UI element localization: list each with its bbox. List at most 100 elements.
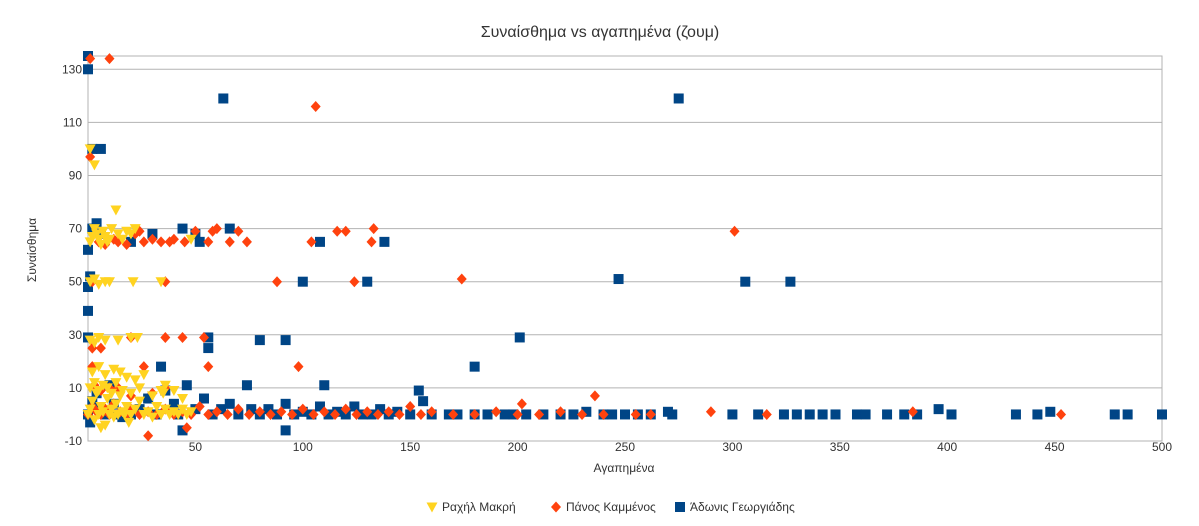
data-point (138, 370, 150, 381)
data-point (645, 408, 656, 420)
data-point (233, 403, 244, 415)
data-point (127, 277, 139, 288)
data-point (168, 386, 180, 397)
data-point (218, 93, 229, 104)
data-point (86, 367, 98, 378)
data-point (372, 408, 383, 420)
data-point (172, 409, 184, 420)
data-point (99, 420, 111, 431)
series-1 (82, 144, 197, 434)
data-point (907, 406, 918, 418)
data-point (99, 335, 111, 346)
data-point (418, 396, 429, 407)
data-point (332, 225, 343, 237)
data-point (83, 305, 93, 316)
data-point (106, 388, 118, 399)
data-point (138, 236, 149, 248)
y-tick-label: 30 (69, 328, 83, 342)
data-point (121, 226, 133, 237)
data-point (198, 331, 209, 343)
data-point (160, 331, 171, 343)
data-point (314, 236, 325, 247)
data-point (357, 409, 368, 420)
data-point (110, 205, 122, 216)
data-point (241, 236, 252, 248)
data-point (280, 335, 291, 346)
x-axis-ticks: 50 100 150 200 250 300 350 400 450 500 (189, 440, 1173, 454)
data-point (224, 223, 235, 234)
data-point (448, 408, 459, 420)
data-point (159, 404, 171, 415)
data-point (134, 383, 146, 394)
x-tick-label: 250 (615, 440, 635, 454)
data-point (194, 400, 205, 412)
data-point (362, 406, 373, 418)
data-point (272, 276, 283, 288)
data-point (534, 408, 545, 420)
data-point (340, 225, 351, 237)
data-point (254, 335, 265, 346)
data-point (131, 332, 143, 343)
legend-item: Πάνος Καμμένος (551, 500, 656, 514)
x-tick-label: 500 (1152, 440, 1172, 454)
data-point (598, 408, 609, 420)
data-point (804, 409, 815, 420)
data-point (95, 401, 107, 412)
data-point (84, 383, 96, 394)
data-point (379, 236, 390, 247)
data-point (203, 408, 214, 420)
data-point (740, 276, 751, 287)
data-point (314, 401, 325, 412)
data-point (1010, 409, 1021, 420)
data-point (516, 398, 527, 410)
data-point (323, 409, 334, 420)
data-point (203, 236, 214, 248)
x-tick-label: 150 (400, 440, 420, 454)
data-point (181, 422, 192, 434)
data-point (168, 407, 180, 418)
data-point (297, 276, 308, 287)
data-point (673, 93, 684, 104)
data-point (106, 404, 118, 415)
data-point (93, 234, 105, 245)
data-point (899, 409, 910, 420)
series-2 (83, 53, 1067, 442)
data-point (405, 409, 416, 420)
chart-grid (87, 55, 1163, 442)
data-point (469, 361, 480, 372)
data-point (521, 409, 532, 420)
data-point (155, 277, 167, 288)
data-point (88, 338, 100, 349)
data-point (85, 151, 96, 163)
data-point (97, 380, 109, 391)
data-point (147, 233, 158, 245)
data-point (933, 404, 944, 415)
data-point (97, 407, 109, 418)
data-point (1157, 409, 1167, 420)
data-point (88, 224, 100, 235)
data-point (88, 378, 100, 389)
data-point (203, 361, 214, 373)
x-tick-label: 50 (189, 440, 203, 454)
data-point (1122, 409, 1133, 420)
legend-label: Άδωνις Γεωργιάδης (690, 500, 795, 514)
data-point (785, 276, 796, 287)
data-point (125, 409, 137, 420)
data-point (177, 404, 189, 415)
data-point (1056, 408, 1067, 420)
data-point (340, 403, 351, 415)
y-tick-label: 130 (62, 62, 82, 76)
data-point (125, 236, 136, 247)
data-point (95, 143, 106, 154)
data-point (319, 406, 330, 418)
data-point (366, 236, 377, 248)
data-point (88, 160, 100, 171)
data-point (1109, 409, 1120, 420)
data-point (194, 236, 205, 247)
data-point (95, 342, 106, 354)
data-point (375, 404, 386, 415)
legend-marker (675, 502, 685, 512)
data-point (99, 370, 111, 381)
data-point (125, 388, 137, 399)
data-point (667, 409, 678, 420)
